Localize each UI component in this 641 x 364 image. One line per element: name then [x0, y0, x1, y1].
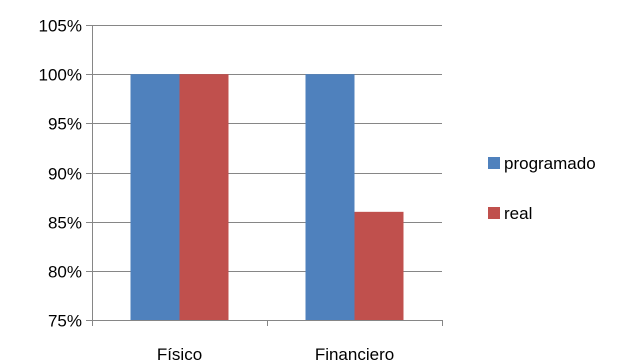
- y-tick-label: 80%: [48, 263, 82, 282]
- bar-real: [179, 74, 229, 321]
- y-tick-label: 90%: [48, 165, 82, 184]
- bars: [130, 74, 404, 321]
- y-tick-label: 75%: [48, 312, 82, 331]
- x-tick-label: Físico: [157, 345, 202, 364]
- x-tick-label: Financiero: [315, 345, 394, 364]
- axes: [86, 25, 443, 326]
- bar-programado: [305, 74, 355, 321]
- x-axis-tick-labels: Físico Financiero: [157, 345, 394, 364]
- y-tick-label: 105%: [39, 17, 82, 36]
- legend-label-programado: programado: [504, 154, 596, 173]
- bar-programado: [130, 74, 180, 321]
- y-tick-label: 100%: [39, 66, 82, 85]
- legend-swatch-real: [488, 207, 500, 219]
- y-axis-tick-labels: 75% 80% 85% 90% 95% 100% 105%: [39, 17, 82, 331]
- legend-label-real: real: [504, 204, 532, 223]
- bar-real: [354, 211, 404, 320]
- legend-swatch-programado: [488, 157, 500, 169]
- y-tick-label: 95%: [48, 115, 82, 134]
- y-tick-label: 85%: [48, 214, 82, 233]
- legend: programado real: [488, 154, 596, 223]
